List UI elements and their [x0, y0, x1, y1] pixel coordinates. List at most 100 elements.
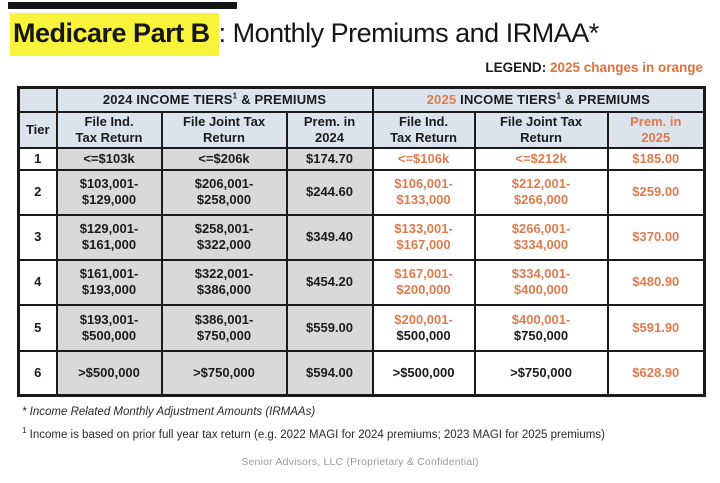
column-header: File Joint Tax Return — [473, 110, 609, 149]
value-line: $167,001- — [394, 266, 453, 282]
table-row: 6 >$500,000 >$750,000 $594.00 >$500,000 >$750… — [17, 349, 706, 397]
value-line: $161,001- — [79, 266, 139, 282]
value-cell: >$500,000 — [55, 349, 163, 397]
footnote-irmaa-text: Income Related Monthly Adjustment Amount… — [26, 406, 316, 418]
value-line: <=$206k — [198, 150, 250, 166]
value-line: $206,001- — [194, 176, 254, 192]
value-cell: $400,001- $750,000 — [473, 303, 609, 352]
footnote-irmaa-marker: * — [22, 406, 27, 418]
value-line: $500,000 — [396, 327, 451, 343]
value-line: $750,000 — [513, 327, 569, 343]
value-cell: <=$206k — [160, 146, 288, 171]
value-cell: $259.00 — [606, 168, 706, 216]
premiums-table: 2024 INCOME TIERS1 & PREMIUMS 2025 INCOME… — [17, 86, 707, 397]
value-line: $161,000 — [81, 237, 137, 252]
value-cell: $103,001- $129,000 — [55, 168, 163, 216]
value-cell: $591.90 — [606, 303, 706, 352]
title-rest: : Monthly Premiums and IRMAA* — [218, 18, 600, 48]
value-line: $258,001- — [194, 221, 254, 237]
column-header: Tier — [17, 110, 58, 149]
value-line: $133,000 — [396, 192, 451, 207]
value-line: $322,000 — [196, 237, 252, 252]
column-header-line: Return — [203, 129, 245, 145]
column-header-line: Prem. in — [630, 113, 682, 129]
tier-cell: 6 — [17, 349, 58, 397]
group-header-2025: 2025 INCOME TIERS1 & PREMIUMS — [371, 86, 706, 113]
value-cell: $628.90 — [606, 349, 706, 397]
column-header-line: 2024 — [315, 129, 344, 145]
value-line: $129,001- — [79, 221, 139, 237]
legend-colon: : — [541, 60, 550, 75]
column-header: File Joint Tax Return — [160, 110, 288, 149]
value-line: $349.40 — [306, 229, 354, 245]
value-line: $559.00 — [306, 319, 354, 335]
value-cell: $349.40 — [285, 213, 374, 261]
value-line: $167,000 — [396, 237, 451, 252]
value-cell: $480.90 — [606, 258, 706, 306]
value-cell: $322,001- $386,000 — [160, 258, 288, 306]
tier-cell: 1 — [17, 146, 58, 171]
tier-cell: 5 — [17, 303, 58, 352]
value-line: $454.20 — [306, 274, 354, 290]
footnote-income-basis: 1 Income is based on prior full year tax… — [22, 426, 605, 441]
value-line: $185.00 — [632, 150, 680, 166]
value-line: $103,001- — [79, 176, 139, 192]
value-cell: <=$103k — [55, 146, 163, 171]
value-cell: $266,001- $334,000 — [473, 213, 609, 261]
value-line: $259.00 — [632, 184, 680, 200]
page-title: Medicare Part B: Monthly Premiums and IR… — [10, 13, 599, 56]
column-header: File Ind. Tax Return — [55, 110, 163, 149]
value-line: $400,001- — [511, 311, 571, 327]
footnote-income-text: Income is based on prior full year tax r… — [26, 428, 605, 441]
value-cell: $161,001- $193,000 — [55, 258, 163, 306]
footer-confidential: Senior Advisors, LLC (Proprietary & Conf… — [241, 456, 479, 468]
top-accent-bar — [8, 2, 237, 9]
value-line: $244.60 — [306, 184, 354, 200]
table-row: 3 $129,001- $161,000 $258,001- $322,000 $349.… — [17, 213, 706, 261]
column-header-line: 2025 — [641, 129, 671, 145]
value-line: $174.70 — [306, 150, 354, 166]
value-line: >$500,000 — [78, 364, 140, 380]
value-cell: $106,001- $133,000 — [371, 168, 476, 216]
value-line: $200,001- — [394, 311, 453, 327]
value-cell: >$500,000 — [371, 349, 476, 397]
column-header: Prem. in 2024 — [285, 110, 374, 149]
value-line: $750,000 — [196, 327, 252, 343]
value-cell: $454.20 — [285, 258, 374, 306]
value-line: $370.00 — [632, 229, 680, 245]
column-header-line: Tax Return — [75, 129, 143, 145]
value-line: $129,000 — [81, 192, 137, 207]
value-cell: $174.70 — [285, 146, 374, 171]
value-line: $500,000 — [81, 327, 137, 343]
value-cell: >$750,000 — [473, 349, 609, 397]
tier-cell: 2 — [17, 168, 58, 216]
value-line: $193,001- — [79, 311, 139, 327]
footnote-income-marker: 1 — [22, 426, 27, 435]
value-cell: >$750,000 — [160, 349, 288, 397]
column-header-line: Prem. in — [303, 113, 356, 129]
column-header-line: File Ind. — [398, 113, 449, 129]
tier-cell: 3 — [17, 213, 58, 261]
value-cell: $167,001- $200,000 — [371, 258, 476, 306]
value-cell: $334,001- $400,000 — [473, 258, 609, 306]
value-line: $628.90 — [632, 364, 680, 380]
corner-cell — [17, 86, 58, 113]
value-line: $334,001- — [511, 266, 571, 282]
value-cell: $386,001- $750,000 — [160, 303, 288, 352]
value-cell: $594.00 — [285, 349, 374, 397]
value-cell: $200,001- $500,000 — [371, 303, 476, 352]
value-line: <=$106k — [397, 150, 450, 166]
value-cell: <=$106k — [371, 146, 476, 171]
value-line: $266,001- — [511, 221, 571, 237]
legend-text: 2025 changes in orange — [549, 60, 703, 75]
legend: LEGEND: 2025 changes in orange — [485, 60, 703, 75]
value-line: $106,001- — [394, 176, 453, 192]
value-line: $133,001- — [394, 221, 453, 237]
value-line: >$750,000 — [193, 364, 255, 380]
value-cell: $133,001- $167,000 — [371, 213, 476, 261]
value-cell: $258,001- $322,000 — [160, 213, 288, 261]
group-header-year: 2025 — [426, 91, 457, 107]
group-header-year: 2024 — [102, 91, 133, 107]
value-line: >$750,000 — [510, 364, 572, 380]
value-line: $200,000 — [396, 282, 451, 297]
